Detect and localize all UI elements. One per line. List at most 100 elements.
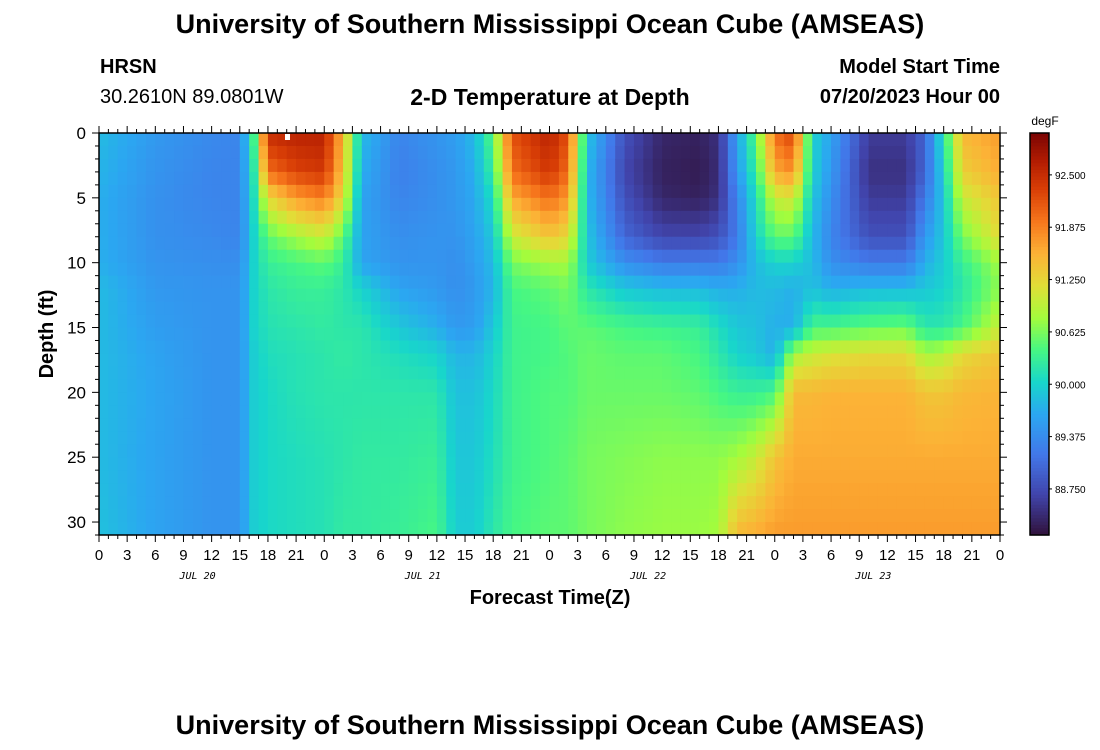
heatmap-cell (164, 353, 175, 368)
heatmap-cell (859, 249, 870, 264)
heatmap-cell (746, 236, 757, 251)
x-tick-label: 6 (376, 547, 384, 564)
heatmap-cell (990, 288, 1000, 303)
heatmap-cell (352, 158, 363, 173)
heatmap-cell (258, 171, 269, 186)
heatmap-cell (465, 483, 476, 497)
heatmap-cell (633, 379, 644, 393)
heatmap-cell (221, 133, 231, 147)
heatmap-cell (877, 496, 888, 510)
heatmap-cell (155, 223, 166, 238)
heatmap-cell (587, 171, 598, 186)
heatmap-cell (962, 366, 973, 380)
heatmap-cell (108, 223, 119, 238)
heatmap-cell (802, 431, 813, 445)
heatmap-cell (868, 509, 879, 523)
heatmap-cell (99, 197, 109, 212)
heatmap-cell (314, 340, 325, 355)
heatmap-cell (662, 366, 673, 380)
heatmap-cell (793, 210, 804, 225)
heatmap-cell (633, 353, 644, 368)
heatmap-cell (427, 133, 438, 147)
heatmap-cell (483, 133, 494, 147)
heatmap-cell (727, 236, 738, 251)
heatmap-cell (831, 133, 842, 147)
heatmap-cell (727, 457, 738, 471)
heatmap-cell (493, 262, 504, 277)
heatmap-cell (671, 457, 682, 471)
heatmap-cell (709, 145, 720, 160)
heatmap-cell (211, 327, 222, 342)
y-tick-label: 5 (77, 189, 86, 208)
heatmap-cell (108, 314, 119, 329)
heatmap-cell (821, 249, 832, 264)
heatmap-cell (380, 444, 391, 458)
heatmap-cell (324, 405, 335, 419)
heatmap-cell (877, 353, 888, 368)
heatmap-cell (286, 522, 297, 535)
heatmap-cell (971, 133, 982, 147)
heatmap-cell (709, 197, 720, 212)
heatmap-cell (183, 418, 194, 432)
heatmap-cell (446, 522, 457, 535)
heatmap-cell (324, 483, 335, 497)
heatmap-cell (680, 457, 691, 471)
heatmap-cell (990, 210, 1000, 225)
heatmap-cell (389, 236, 400, 251)
heatmap-cell (840, 249, 851, 264)
heatmap-cell (868, 184, 879, 199)
heatmap-cell (915, 366, 926, 380)
heatmap-cell (859, 431, 870, 445)
colorbar-segment (1030, 384, 1049, 389)
heatmap-cell (136, 288, 147, 303)
heatmap-cell (117, 288, 128, 303)
heatmap-cell (962, 210, 973, 225)
heatmap-cell (436, 236, 447, 251)
heatmap-cell (117, 210, 128, 225)
colorbar-segment (1030, 149, 1049, 154)
heatmap-cell (896, 522, 907, 535)
heatmap-cell (915, 379, 926, 393)
heatmap-cell (577, 496, 588, 510)
heatmap-cell (633, 275, 644, 290)
heatmap-cell (230, 509, 241, 523)
heatmap-cell (755, 210, 766, 225)
heatmap-cell (568, 522, 579, 535)
heatmap-cell (99, 392, 109, 406)
heatmap-cell (605, 236, 616, 251)
heatmap-cell (427, 145, 438, 160)
heatmap-cell (380, 262, 391, 277)
heatmap-cell (662, 418, 673, 432)
heatmap-cell (633, 145, 644, 160)
heatmap-cell (877, 392, 888, 406)
heatmap-cell (427, 314, 438, 329)
heatmap-cell (221, 379, 231, 393)
heatmap-cell (174, 275, 185, 290)
heatmap-cell (455, 223, 466, 238)
heatmap-cell (333, 249, 344, 264)
heatmap-cell (530, 314, 541, 329)
heatmap-cell (737, 236, 748, 251)
heatmap-cell (765, 210, 776, 225)
heatmap-cell (164, 509, 175, 523)
heatmap-cell (389, 353, 400, 368)
heatmap-cell (108, 158, 119, 173)
heatmap-cell (511, 431, 522, 445)
heatmap-cell (568, 405, 579, 419)
heatmap-cell (174, 353, 185, 368)
date-label: JUL 20 (178, 571, 215, 582)
heatmap-cell (333, 314, 344, 329)
heatmap-cell (164, 249, 175, 264)
heatmap-cell (793, 340, 804, 355)
heatmap-cell (877, 327, 888, 342)
heatmap-cell (568, 314, 579, 329)
colorbar-segment (1030, 427, 1049, 432)
heatmap-cell (709, 184, 720, 199)
heatmap-cell (399, 522, 410, 535)
heatmap-cell (577, 327, 588, 342)
heatmap-cell (737, 223, 748, 238)
heatmap-cell (831, 327, 842, 342)
heatmap-cell (465, 418, 476, 432)
heatmap-cell (230, 496, 241, 510)
heatmap-cell (277, 353, 288, 368)
